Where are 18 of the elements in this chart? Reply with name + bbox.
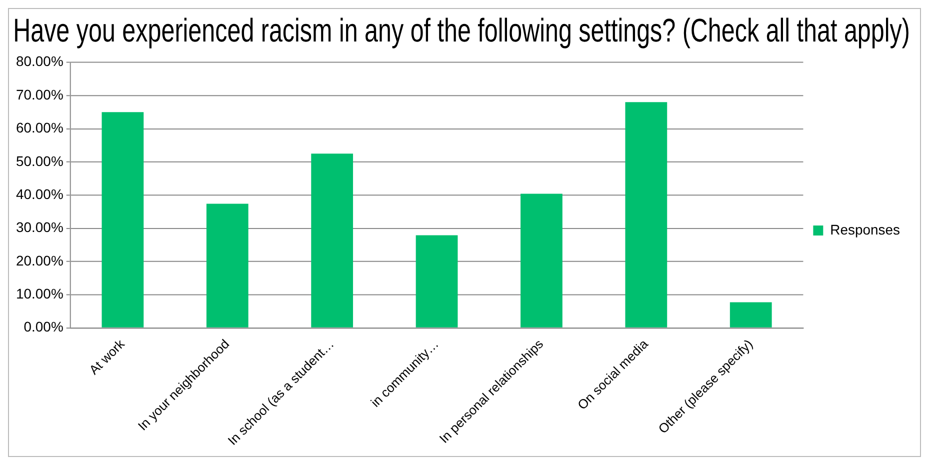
bar — [416, 235, 458, 328]
y-tick-label: 80.00% — [16, 53, 64, 70]
bar — [520, 194, 562, 328]
legend-label: Responses — [830, 221, 900, 238]
y-tick-label: 40.00% — [16, 186, 64, 202]
y-tick-label: 0.00% — [24, 318, 64, 335]
y-tick-label: 60.00% — [16, 120, 64, 136]
y-tick-label: 70.00% — [16, 86, 64, 102]
chart-title: Have you experienced racism in any of the following settings? (Check all that apply) — [13, 13, 910, 50]
y-tick-label: 10.00% — [16, 286, 64, 302]
y-tick-label: 50.00% — [16, 152, 64, 169]
bar — [311, 154, 354, 328]
bar — [625, 102, 668, 328]
bar — [102, 112, 144, 328]
bar — [206, 204, 248, 328]
y-tick-label: 20.00% — [16, 252, 64, 268]
bar — [730, 302, 772, 328]
y-tick-label: 30.00% — [16, 219, 64, 236]
